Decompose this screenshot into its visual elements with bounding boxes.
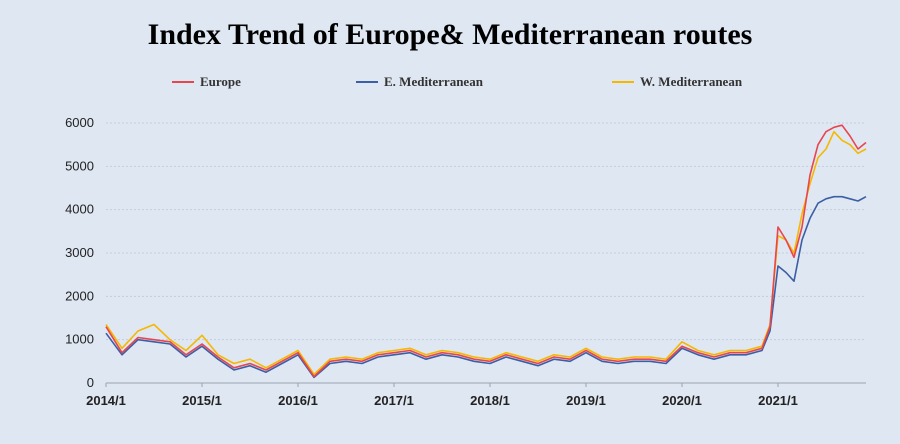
legend-swatch-w-mediterranean [612,81,634,83]
y-tick-label-6: 6000 [65,115,94,130]
y-axis: 0 1000 2000 3000 4000 5000 6000 [65,115,94,390]
y-tick-label-3: 3000 [65,245,94,260]
y-tick-label-0: 0 [87,375,94,390]
series-line-w-mediterranean [105,130,867,376]
y-tick-label-5: 5000 [65,158,94,173]
series-lines [105,124,867,379]
series-line-europe [105,124,867,378]
y-tick-label-4: 4000 [65,202,94,217]
x-tick-label-2: 2016/1 [278,393,318,408]
x-axis: 2014/1 2015/1 2016/1 2017/1 2018/1 2019/1 2020… [86,382,866,408]
legend-item-w-mediterranean: W. Mediterranean [612,74,742,90]
x-tick-label-1: 2015/1 [182,393,222,408]
legend-label-w-mediterranean: W. Mediterranean [640,74,743,89]
chart-legend: Europe E. Mediterranean W. Mediterranean [0,74,900,94]
x-tick-label-0: 2014/1 [86,393,126,408]
series-line-e-mediterranean [105,195,867,379]
legend-label-e-mediterranean: E. Mediterranean [384,74,483,89]
x-tick-label-6: 2020/1 [662,393,702,408]
x-tick-label-3: 2017/1 [374,393,414,408]
y-tick-label-1: 1000 [65,332,94,347]
legend-item-e-mediterranean: E. Mediterranean [356,74,483,90]
x-tick-label-7: 2021/1 [758,393,798,408]
x-tick-label-4: 2018/1 [470,393,510,408]
legend-label-europe: Europe [200,74,241,89]
legend-swatch-europe [172,81,194,83]
chart-title: Index Trend of Europe& Mediterranean rou… [147,18,753,51]
y-tick-label-2: 2000 [65,288,94,303]
x-tick-label-5: 2019/1 [566,393,606,408]
grid-lines [106,122,866,341]
legend-swatch-e-mediterranean [356,81,378,83]
legend-item-europe: Europe [172,74,241,90]
